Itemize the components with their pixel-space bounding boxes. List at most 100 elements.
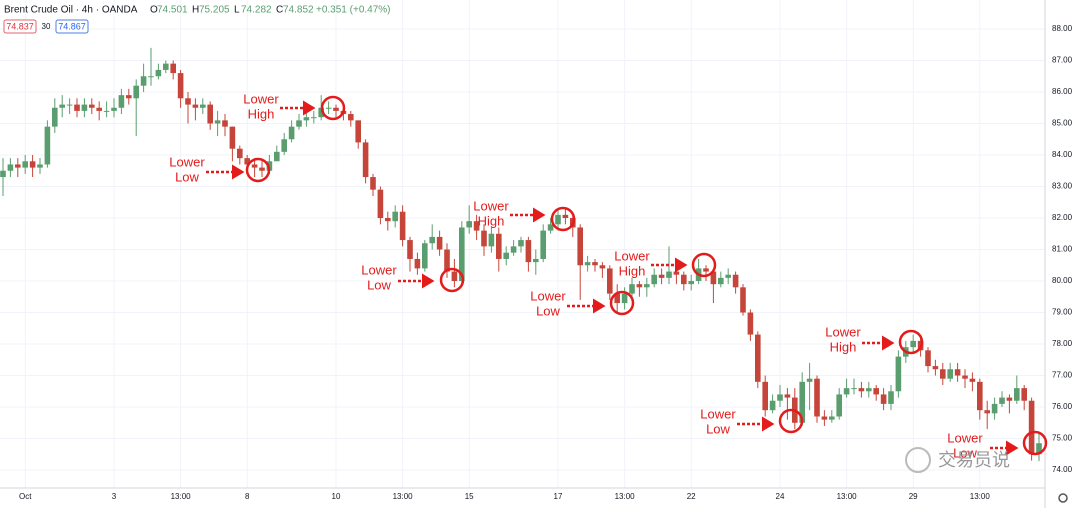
candle-body — [658, 274, 665, 278]
candle-body — [429, 236, 435, 244]
candle-body — [392, 211, 398, 222]
candle-body — [577, 227, 583, 266]
candle-body — [777, 394, 783, 401]
candle-body — [362, 142, 369, 178]
candle-body — [481, 230, 487, 247]
candle-body — [710, 271, 717, 285]
candle-body — [111, 107, 117, 111]
annotation-text: Lower — [614, 248, 650, 263]
candle-body — [925, 350, 931, 367]
candle-body — [370, 177, 376, 190]
y-tick-label: 80.00 — [1052, 276, 1073, 285]
candle-body — [422, 243, 428, 269]
x-tick-label: Oct — [19, 492, 32, 501]
x-tick-label: 22 — [687, 492, 696, 501]
gear[interactable] — [1058, 493, 1068, 503]
annotation-circle — [778, 408, 804, 434]
candle-body — [29, 161, 36, 168]
annotation-text: High — [619, 263, 646, 278]
candle-body — [503, 252, 509, 259]
candle-body — [614, 293, 620, 304]
ohlc-key: C — [276, 5, 283, 16]
y-tick-label: 78.00 — [1052, 339, 1073, 348]
candle-body — [259, 167, 265, 171]
y-tick-label: 88.00 — [1052, 24, 1073, 33]
candle-body — [547, 224, 554, 231]
watermark-text: 交易员说 — [938, 450, 1010, 470]
x-tick-label: 13:00 — [615, 492, 636, 501]
sell-box[interactable] — [3, 19, 37, 34]
x-tick-label: 13:00 — [393, 492, 414, 501]
candle-body — [525, 240, 532, 263]
candle-body — [7, 164, 14, 171]
candle-body — [155, 69, 162, 77]
annotation-text: Lower — [169, 154, 205, 169]
candle-body — [214, 120, 221, 124]
candle-body — [251, 164, 258, 168]
candle-body — [96, 107, 102, 111]
candle-body — [510, 246, 517, 253]
x-tick-label: 24 — [776, 492, 785, 501]
annotation-text: High — [830, 339, 857, 354]
annotation-text: Low — [175, 169, 199, 184]
x-tick-label: 15 — [465, 492, 474, 501]
candle-body — [651, 274, 657, 285]
annotation-text: Lower — [825, 324, 861, 339]
ohlc-value: 74.282 — [241, 5, 272, 16]
y-tick-label: 85.00 — [1052, 119, 1073, 128]
y-tick-label: 75.00 — [1052, 434, 1073, 443]
candle-body — [126, 95, 132, 99]
candle-body — [192, 104, 199, 108]
candle-body — [866, 388, 872, 392]
annotation-circle — [245, 157, 271, 183]
annotation-text: Low — [953, 445, 977, 460]
buy-box[interactable] — [55, 19, 89, 34]
candle-body — [584, 262, 591, 266]
candle-body — [385, 218, 391, 222]
candle-body — [148, 76, 154, 78]
symbol: Brent Crude Oil · 4h · OANDA — [4, 5, 138, 16]
candle-body — [836, 394, 842, 417]
x-tick-label: 29 — [909, 492, 918, 501]
candle-body — [22, 161, 28, 168]
candle-body — [732, 274, 739, 288]
candle-body — [44, 126, 51, 165]
y-tick-label: 87.00 — [1052, 56, 1073, 65]
annotation-circle — [691, 252, 717, 278]
candle-body — [880, 394, 887, 404]
x-tick-label: 13:00 — [970, 492, 991, 501]
candle-body — [895, 356, 902, 392]
candle-body — [954, 369, 961, 376]
candle-body — [940, 369, 946, 379]
candle-body — [281, 139, 287, 152]
candle-body — [621, 293, 628, 304]
candle-body — [962, 375, 968, 379]
ohlc-key: H — [192, 5, 199, 16]
candle-body — [784, 394, 791, 398]
sell-price: 74.837 — [6, 21, 34, 31]
candle-body — [436, 236, 443, 250]
settings-icon[interactable] — [1058, 493, 1068, 503]
candle-body — [725, 274, 731, 278]
candle-body — [81, 104, 88, 111]
annotation-circle — [1022, 430, 1048, 456]
candle-body — [1036, 443, 1042, 455]
x-tick-label: 8 — [245, 492, 250, 501]
candle-body — [947, 369, 953, 379]
watermark-icon — [905, 447, 931, 473]
annotation-text: Low — [706, 421, 730, 436]
candle-body — [851, 388, 857, 390]
candle-body — [37, 164, 43, 168]
x-tick-label: 3 — [112, 492, 117, 501]
candle-body — [488, 233, 495, 247]
candle-body — [755, 334, 761, 382]
candle-body — [177, 73, 184, 99]
annotation-text: High — [478, 213, 505, 228]
y-tick-label: 83.00 — [1052, 182, 1073, 191]
annotation-text: Lower — [947, 430, 983, 445]
candle-body — [229, 126, 236, 149]
x-tick-label: 13:00 — [837, 492, 858, 501]
y-tick-label: 84.00 — [1052, 150, 1073, 159]
ohlc-value: 74.852 — [283, 5, 314, 16]
